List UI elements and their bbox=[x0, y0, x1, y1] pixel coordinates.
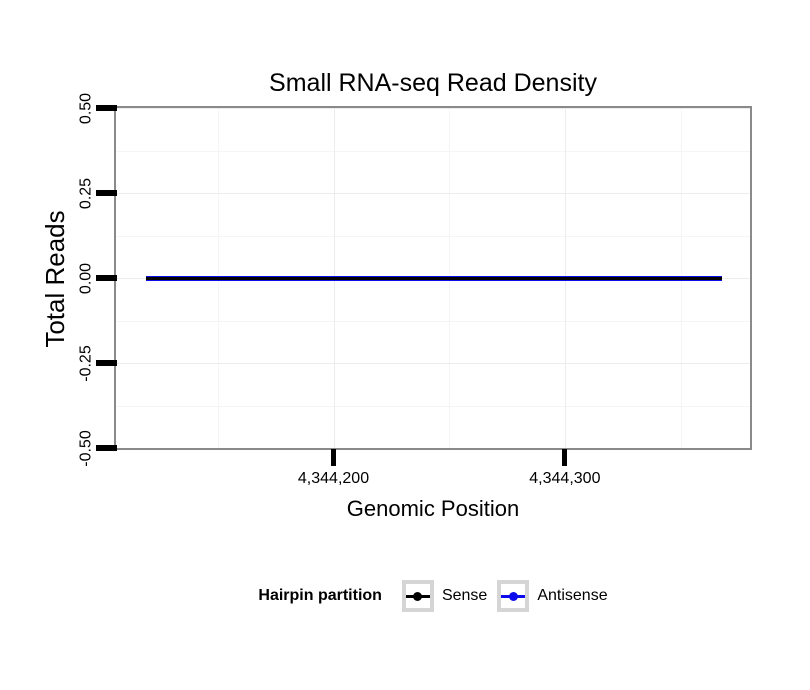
y-tick-label: 0.25 bbox=[77, 177, 95, 209]
x-axis-title: Genomic Position bbox=[346, 496, 520, 521]
legend-title: Hairpin partition bbox=[258, 587, 382, 604]
series-line-sense bbox=[146, 276, 723, 280]
y-gridline-minor bbox=[116, 150, 750, 152]
y-tick-mark bbox=[96, 360, 117, 366]
plot-panel bbox=[116, 108, 750, 449]
legend-key-antisense bbox=[497, 580, 530, 612]
x-tick-mark bbox=[562, 449, 568, 466]
y-tick-mark bbox=[96, 105, 117, 111]
y-tick-label: 0.50 bbox=[77, 92, 95, 124]
legend-entry-antisense: Antisense bbox=[497, 580, 608, 612]
antisense-point-glyph-icon bbox=[508, 591, 518, 601]
x-tick-label: 4,344,200 bbox=[297, 470, 370, 487]
y-tick-mark bbox=[96, 190, 117, 196]
y-gridline-minor bbox=[116, 405, 750, 407]
y-tick-label: 0.00 bbox=[77, 262, 95, 294]
y-gridline-major bbox=[116, 108, 750, 109]
x-tick-label: 4,344,300 bbox=[529, 470, 601, 487]
sense-point-glyph-icon bbox=[413, 591, 423, 601]
y-gridline-major bbox=[116, 448, 750, 449]
legend-label-sense: Sense bbox=[441, 587, 488, 604]
y-axis-title: Total Reads bbox=[40, 210, 70, 348]
chart-title: Small RNA-seq Read Density bbox=[269, 69, 597, 97]
y-tick-mark bbox=[96, 275, 117, 281]
y-gridline-minor bbox=[116, 320, 750, 322]
x-tick-mark bbox=[331, 449, 336, 466]
y-tick-label: -0.25 bbox=[77, 344, 95, 382]
y-gridline-minor bbox=[116, 235, 750, 237]
y-gridline-major bbox=[116, 193, 750, 194]
y-tick-label: -0.50 bbox=[77, 429, 95, 467]
legend-label-antisense: Antisense bbox=[537, 587, 608, 604]
legend-entry-sense: Sense bbox=[401, 580, 488, 612]
y-gridline-major bbox=[116, 363, 750, 364]
y-tick-mark bbox=[96, 445, 117, 451]
legend-key-sense bbox=[401, 580, 434, 612]
legend: Hairpin partition Sense Antisense bbox=[116, 578, 750, 614]
